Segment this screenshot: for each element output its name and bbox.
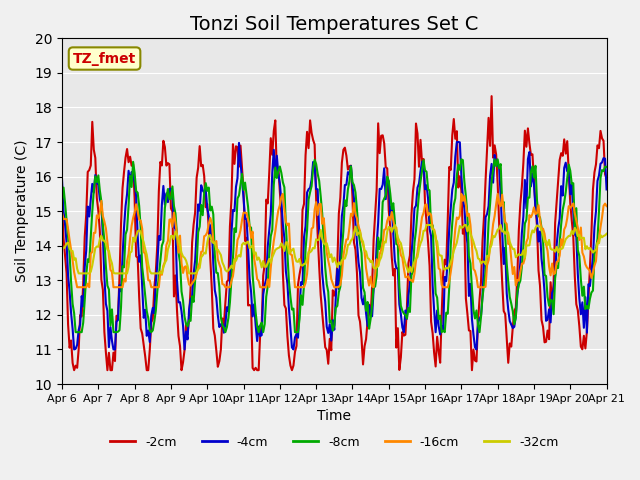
-2cm [603,176,611,181]
-8cm [75,329,83,335]
-4cm [70,347,78,352]
-2cm [161,144,169,150]
-16cm [58,210,66,216]
-8cm [161,205,169,211]
Title: Tonzi Soil Temperatures Set C: Tonzi Soil Temperatures Set C [190,15,479,34]
Legend: -2cm, -4cm, -8cm, -16cm, -32cm: -2cm, -4cm, -8cm, -16cm, -32cm [105,431,563,454]
-8cm [539,237,547,243]
Line: -32cm: -32cm [62,225,607,274]
-2cm [400,333,408,338]
-8cm [603,164,611,170]
-8cm [370,283,378,288]
-32cm [370,265,378,271]
-2cm [58,200,66,206]
-16cm [539,226,547,231]
-4cm [161,202,169,208]
-4cm [400,329,408,335]
-2cm [488,93,495,99]
-16cm [75,284,83,290]
-2cm [75,346,83,352]
-32cm [161,260,169,266]
-8cm [72,329,79,335]
-16cm [279,191,287,197]
-32cm [539,232,547,238]
-2cm [388,254,396,260]
-16cm [390,217,397,223]
-32cm [75,271,83,276]
-16cm [371,272,379,278]
-32cm [401,261,409,266]
-32cm [603,231,611,237]
-4cm [539,269,547,275]
-32cm [391,222,399,228]
-16cm [603,203,611,209]
-4cm [370,287,378,292]
-8cm [458,156,465,162]
-4cm [603,187,611,192]
-16cm [161,259,169,265]
-8cm [58,197,66,203]
-32cm [388,229,396,235]
Y-axis label: Soil Temperature (C): Soil Temperature (C) [15,140,29,282]
Text: TZ_fmet: TZ_fmet [73,51,136,66]
Line: -4cm: -4cm [62,142,607,349]
-32cm [58,245,66,251]
-2cm [70,367,78,373]
-2cm [539,324,547,330]
-2cm [370,237,378,243]
-8cm [400,311,408,316]
-16cm [74,284,81,290]
Line: -8cm: -8cm [62,159,607,332]
-8cm [388,206,396,212]
-4cm [58,177,66,183]
-4cm [453,139,461,145]
-4cm [388,204,396,209]
Line: -2cm: -2cm [62,96,607,370]
Line: -16cm: -16cm [62,194,607,287]
-16cm [401,275,409,280]
-4cm [75,327,83,333]
X-axis label: Time: Time [317,409,351,423]
-32cm [74,266,81,272]
